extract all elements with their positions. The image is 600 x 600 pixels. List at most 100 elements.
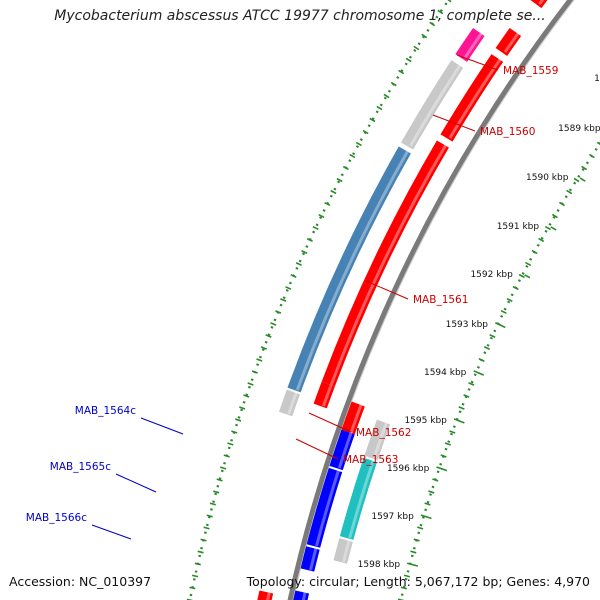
ruler-tick <box>275 310 282 314</box>
ruler-tick <box>566 189 573 195</box>
gene-label[interactable]: MAB_1564c <box>75 405 136 417</box>
kbp-label: 1595 kbp <box>404 416 447 426</box>
gene-label[interactable]: MAB_1566c <box>26 512 87 524</box>
kbp-label: 1590 kbp <box>526 173 569 183</box>
gene-mab-1562-pseudo[interactable] <box>278 389 300 417</box>
ruler-tick <box>312 225 319 231</box>
ruler-tick <box>500 309 507 315</box>
gene-mab-1567-shine <box>266 591 271 600</box>
backbone-line <box>287 0 574 600</box>
kbp-tick <box>477 372 485 376</box>
ruler-tick <box>290 274 297 278</box>
kbp-label: 1591 kbp <box>497 222 540 232</box>
ruler-tick <box>243 394 250 398</box>
gene-mab-1566c-rev[interactable] <box>300 546 320 572</box>
gene-mab-1561-shine <box>330 143 448 385</box>
ruler-tick <box>235 418 242 422</box>
ruler-tick <box>336 177 343 183</box>
map-title: Mycobacterium abscessus ATCC 19977 chrom… <box>54 8 546 24</box>
ruler-tick <box>444 442 451 446</box>
ruler-tick <box>209 502 216 506</box>
ruler-tick <box>551 213 558 219</box>
ruler-tick <box>506 297 513 303</box>
ruler-tick <box>432 478 439 482</box>
gene-mab-1566c-rev-shine <box>309 547 318 571</box>
ruler-tick <box>544 225 551 231</box>
accession-text: Accession: NC_010397 <box>9 574 152 589</box>
gene-mab-1562[interactable] <box>313 381 335 409</box>
ruler-tick <box>239 406 246 410</box>
gene-mab-1564c-pseudo[interactable] <box>364 419 391 461</box>
gene-mab-1567c[interactable] <box>293 590 310 600</box>
gene-label[interactable]: MAB_1562 <box>356 427 411 439</box>
gene-mab-1560[interactable] <box>440 54 504 142</box>
ruler-tick <box>489 334 496 338</box>
ruler-tick <box>251 370 258 374</box>
ruler-dotted-lines <box>188 0 600 600</box>
ruler-tick <box>398 69 405 75</box>
ruler-tick <box>376 105 383 111</box>
gene-mab-1559[interactable] <box>455 28 485 62</box>
gene-mab-1559-head-shine <box>503 31 521 53</box>
gene-mab-1567[interactable] <box>257 590 274 600</box>
gene-mab-1565c[interactable] <box>339 457 377 540</box>
gene-mab-1566c[interactable] <box>333 538 353 564</box>
topology-summary-text: Topology: circular; Length: 5,067,172 bp… <box>246 574 590 589</box>
ruler-tick <box>191 574 199 578</box>
ruler-tick <box>558 201 565 207</box>
ruler-tick <box>223 454 230 458</box>
ruler-tick <box>518 273 525 279</box>
ruler-tick <box>440 454 447 458</box>
ruler-tick <box>189 586 196 590</box>
gene-mab-1562-pseudo-shine <box>287 391 298 415</box>
gene-mab-1559-head[interactable] <box>495 27 522 56</box>
ruler-tick <box>369 117 376 123</box>
gene-mab-1558-shine <box>538 0 545 5</box>
gene-mab-1566c-shine <box>341 539 351 563</box>
ruler-tick <box>355 141 362 147</box>
gene-labels[interactable]: MAB_1559 MAB_1560 MAB_1561 MAB_1562 MAB_1563… <box>26 65 559 524</box>
ruler-tick <box>270 322 277 326</box>
gene-label[interactable]: MAB_1563 <box>343 454 398 466</box>
ruler-tick <box>260 346 267 350</box>
ruler-tick <box>247 382 254 386</box>
kbp-label: 1588 kbp <box>594 74 600 84</box>
ruler-tick <box>581 165 588 171</box>
gene-mab-1560-pseudo[interactable] <box>401 60 464 150</box>
ruler-tick <box>318 213 325 219</box>
gene-mab-1565c-rev[interactable] <box>306 467 343 548</box>
gene-mab-1561[interactable] <box>321 140 449 387</box>
ruler-tick <box>525 261 532 267</box>
ruler-tick <box>227 442 234 446</box>
gene-mab-1564c[interactable] <box>329 429 355 471</box>
kbp-tick <box>411 563 418 567</box>
ruler-tick <box>200 538 207 542</box>
ruler-tick <box>203 526 210 530</box>
ruler-tick <box>306 238 313 242</box>
gene-mab-1558[interactable] <box>530 0 548 9</box>
ruler-tick <box>458 406 465 410</box>
leader-line <box>91 524 132 540</box>
ruler-tick <box>403 574 411 578</box>
gene-features[interactable] <box>257 0 550 600</box>
kbp-label: 1594 kbp <box>424 368 467 378</box>
ruler-tick <box>216 478 223 482</box>
ruler-tick <box>468 382 475 386</box>
gene-mab-1561-steel[interactable] <box>287 146 411 393</box>
ruler-tick <box>349 153 356 159</box>
leader-line <box>432 114 476 132</box>
gene-label[interactable]: MAB_1565c <box>50 461 111 473</box>
gene-label[interactable]: MAB_1561 <box>413 294 468 306</box>
ruler-tick <box>531 249 538 255</box>
gene-label[interactable]: MAB_1560 <box>480 126 535 138</box>
gene-label[interactable]: MAB_1559 <box>503 65 558 77</box>
kbp-tick <box>579 177 586 182</box>
kbp-tick <box>425 515 432 520</box>
kbp-tick <box>524 274 531 279</box>
leader-line <box>140 417 184 435</box>
kbp-label: 1589 kbp <box>558 124 600 134</box>
ruler-tick <box>538 237 545 243</box>
